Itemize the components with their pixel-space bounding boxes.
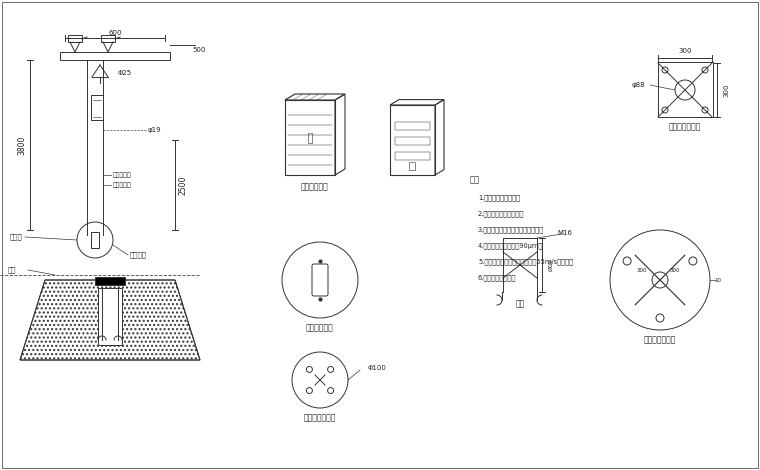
Text: 300: 300 <box>678 48 692 54</box>
Text: 10: 10 <box>714 277 721 282</box>
Text: 底座法兰: 底座法兰 <box>130 252 147 258</box>
Text: 底座法兰正视图: 底座法兰正视图 <box>669 123 701 132</box>
Bar <box>285 100 335 175</box>
Text: 维修孔放大图: 维修孔放大图 <box>306 323 334 332</box>
Text: 4.钢管镀锌锌层厚护为90μm。: 4.钢管镀锌锌层厚护为90μm。 <box>478 243 543 249</box>
Text: 维修孔: 维修孔 <box>10 234 23 240</box>
Bar <box>98 288 122 345</box>
Bar <box>91 232 99 248</box>
Bar <box>101 35 115 42</box>
Bar <box>390 105 435 175</box>
Bar <box>91 95 103 120</box>
Text: 下层褐灰色: 下层褐灰色 <box>113 182 131 188</box>
Text: 2.上下法兰加器螺连接。: 2.上下法兰加器螺连接。 <box>478 211 524 217</box>
Text: 600: 600 <box>108 30 122 36</box>
Text: 300: 300 <box>637 267 648 273</box>
Text: 说明: 说明 <box>470 175 480 185</box>
Bar <box>395 122 430 130</box>
Text: 300: 300 <box>670 267 680 273</box>
Text: 6.接管、避雷针可拆: 6.接管、避雷针可拆 <box>478 274 516 282</box>
Text: Φ100: Φ100 <box>368 365 387 371</box>
Text: 1.主干为国标镀锌管。: 1.主干为国标镀锌管。 <box>478 195 521 201</box>
Text: φ19: φ19 <box>148 127 162 133</box>
Bar <box>658 62 713 117</box>
Bar <box>68 35 82 42</box>
Text: φ88: φ88 <box>632 82 644 88</box>
Text: 地笼: 地笼 <box>515 299 524 308</box>
Text: 5.立杆、横臂和其它部件应能抗55m/s的风速。: 5.立杆、横臂和其它部件应能抗55m/s的风速。 <box>478 258 573 265</box>
Text: Φ25: Φ25 <box>118 70 132 76</box>
Text: 地笼: 地笼 <box>8 266 17 273</box>
Text: 底座法兰放大图: 底座法兰放大图 <box>644 336 676 345</box>
Text: 上层灰台色: 上层灰台色 <box>113 172 131 178</box>
Text: 3800: 3800 <box>17 135 27 155</box>
Bar <box>60 52 170 60</box>
Text: Ø05: Ø05 <box>549 258 553 271</box>
Text: 3.喷漆后不再进行任何加工和焊接。: 3.喷漆后不再进行任何加工和焊接。 <box>478 227 544 233</box>
Bar <box>395 152 430 160</box>
Bar <box>95 277 125 285</box>
Text: 300: 300 <box>723 83 729 97</box>
Text: M16: M16 <box>558 230 572 236</box>
Text: 2500: 2500 <box>179 175 188 195</box>
Text: 防水箱放大图: 防水箱放大图 <box>301 182 329 191</box>
Bar <box>395 137 430 145</box>
Bar <box>409 162 415 170</box>
Bar <box>308 133 312 143</box>
Text: 500: 500 <box>192 47 205 53</box>
Text: 桩机法兰放大图: 桩机法兰放大图 <box>304 414 336 423</box>
